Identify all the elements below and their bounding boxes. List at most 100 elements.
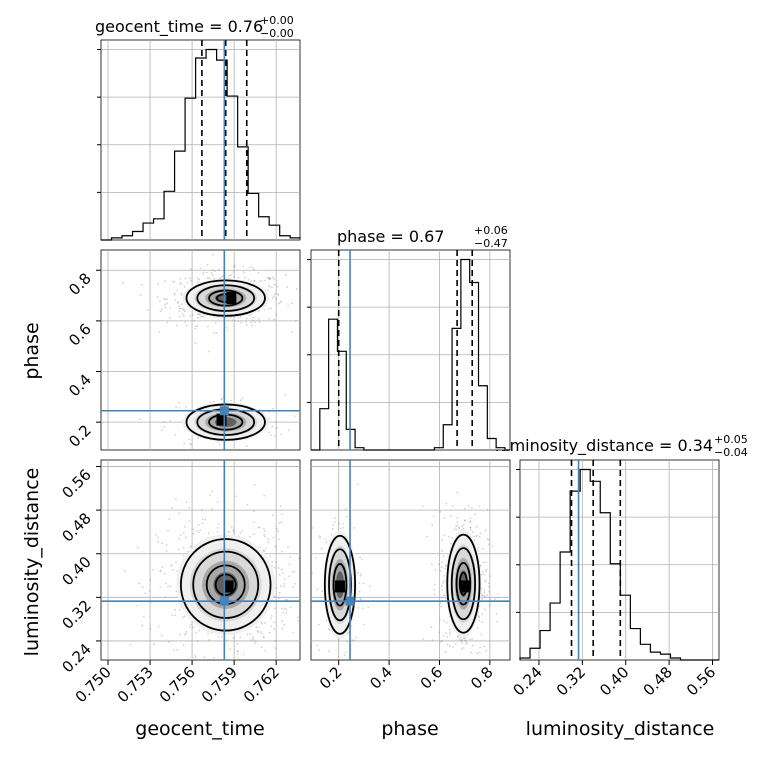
sample-point xyxy=(272,514,274,517)
sample-point xyxy=(481,594,483,597)
sample-point xyxy=(442,580,445,582)
sample-point xyxy=(247,279,250,281)
sample-point xyxy=(182,616,184,619)
sample-point xyxy=(299,549,300,552)
sample-point xyxy=(175,406,178,408)
sample-point xyxy=(343,654,346,656)
sample-point xyxy=(185,501,188,504)
sample-point xyxy=(278,573,281,576)
contour-line xyxy=(215,293,236,303)
sample-point xyxy=(284,394,287,397)
sample-point xyxy=(318,535,321,538)
sample-point xyxy=(248,314,251,317)
sample-point xyxy=(164,298,167,300)
sample-point xyxy=(449,542,452,545)
contour-line xyxy=(446,533,481,634)
sample-point xyxy=(257,526,260,529)
sample-point xyxy=(199,313,202,316)
sample-point xyxy=(456,635,459,638)
sample-point xyxy=(136,604,138,607)
sample-point xyxy=(208,638,210,641)
sample-point xyxy=(421,505,424,508)
sample-point xyxy=(431,524,434,526)
xtick-label-phase: 0.2 xyxy=(316,663,346,693)
sample-point xyxy=(189,545,192,547)
sample-point xyxy=(469,529,472,531)
sample-point xyxy=(216,501,219,504)
sample-point xyxy=(207,350,210,353)
sample-point xyxy=(253,533,255,536)
sample-point xyxy=(285,608,288,611)
sample-point xyxy=(489,575,492,578)
sample-point xyxy=(431,639,434,641)
sample-point xyxy=(452,646,455,648)
sample-point xyxy=(234,495,237,498)
ytick-label-luminosity_distance: 0.24 xyxy=(58,640,94,676)
sample-point xyxy=(176,302,179,304)
sample-point xyxy=(438,563,440,566)
density-layer xyxy=(122,253,298,453)
sample-point xyxy=(460,640,462,642)
sample-point xyxy=(357,606,360,609)
sample-point xyxy=(270,625,273,628)
sample-point xyxy=(123,570,126,573)
sample-point xyxy=(243,451,245,453)
sample-point xyxy=(197,316,199,319)
sample-point xyxy=(497,592,499,595)
sample-point xyxy=(168,317,171,319)
sample-point xyxy=(479,646,482,649)
panel-geocent_time-vs-luminosity_distance xyxy=(100,459,304,661)
sample-point xyxy=(194,655,197,658)
sample-point xyxy=(187,658,190,660)
sample-point xyxy=(230,399,233,402)
sample-point xyxy=(160,634,163,637)
sample-point xyxy=(350,625,353,627)
sample-point xyxy=(269,433,272,436)
sample-point xyxy=(216,527,219,529)
sample-point xyxy=(257,626,260,629)
sample-point xyxy=(236,650,239,653)
sample-point xyxy=(344,651,347,654)
sample-point xyxy=(484,580,487,583)
sample-point xyxy=(273,283,276,286)
sample-point xyxy=(469,521,472,524)
sample-point xyxy=(174,498,177,501)
truth-marker xyxy=(219,406,229,416)
sample-point xyxy=(149,590,151,593)
sample-point xyxy=(177,300,180,303)
sample-point xyxy=(263,527,265,530)
sample-point xyxy=(157,625,160,628)
sample-point xyxy=(199,315,202,318)
sample-point xyxy=(189,277,192,279)
sample-point xyxy=(442,555,445,558)
sample-point xyxy=(141,624,144,627)
truth-marker xyxy=(345,596,355,606)
sample-point xyxy=(442,663,444,665)
sample-point xyxy=(318,649,320,652)
sample-point xyxy=(263,533,266,536)
ytick-label-phase: 0.2 xyxy=(65,421,95,451)
sample-point xyxy=(269,277,271,280)
sample-point xyxy=(179,633,182,636)
sample-point xyxy=(449,633,451,636)
sample-point xyxy=(246,503,249,506)
sample-point xyxy=(439,602,442,605)
sample-point xyxy=(273,566,276,569)
sample-point xyxy=(142,615,145,618)
sample-point xyxy=(229,647,231,650)
xtick-label-phase: 0.6 xyxy=(417,663,447,693)
sample-point xyxy=(236,642,239,645)
sample-point xyxy=(160,308,163,311)
sample-point xyxy=(302,616,304,618)
sample-point xyxy=(471,531,474,533)
sample-point xyxy=(328,629,331,631)
sample-point xyxy=(201,273,204,276)
sample-point xyxy=(330,533,333,536)
sample-point xyxy=(486,594,489,597)
sample-point xyxy=(475,535,478,538)
sample-point xyxy=(171,281,174,284)
sample-point xyxy=(182,644,185,647)
sample-point xyxy=(448,535,450,538)
sample-point xyxy=(267,541,270,543)
sample-point xyxy=(178,310,181,313)
